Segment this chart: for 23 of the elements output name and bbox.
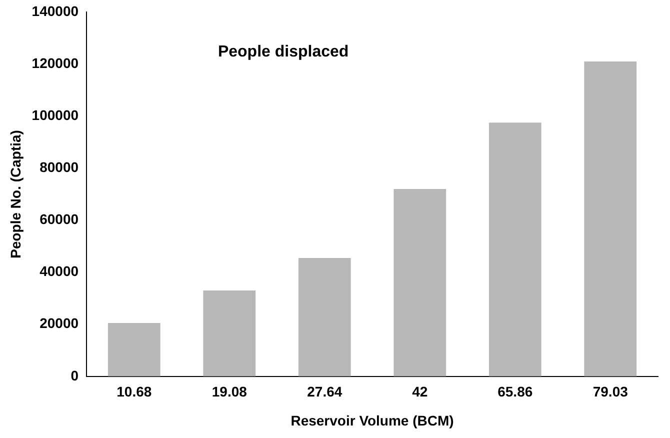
x-tick-label: 10.68 xyxy=(116,384,152,400)
bar xyxy=(298,258,351,376)
x-tick-label: 27.64 xyxy=(307,384,342,400)
text: People displaced xyxy=(218,43,349,60)
y-tick-label: 0 xyxy=(70,367,79,384)
x-tick-label: 79.03 xyxy=(592,384,628,400)
y-tick-label: 80000 xyxy=(40,159,79,176)
y-tick-label: 20000 xyxy=(40,315,79,332)
bar xyxy=(108,323,160,376)
x-tick-label: 42 xyxy=(412,384,428,400)
y-tick-label: 140000 xyxy=(32,2,79,19)
y-axis-title: People No. (Captia) xyxy=(7,130,24,258)
y-tick-label: 60000 xyxy=(40,211,79,228)
bar xyxy=(584,61,637,376)
y-tick-label: 40000 xyxy=(40,263,79,280)
bar xyxy=(394,188,446,376)
bar xyxy=(203,290,256,376)
y-tick-label: 100000 xyxy=(32,106,79,123)
x-tick-label: 65.86 xyxy=(498,384,533,400)
x-tick-label: 19.08 xyxy=(212,384,248,400)
bar xyxy=(488,122,542,376)
y-tick-label: 120000 xyxy=(32,54,79,71)
x-axis-title: Reservoir Volume (BCM) xyxy=(290,412,454,428)
